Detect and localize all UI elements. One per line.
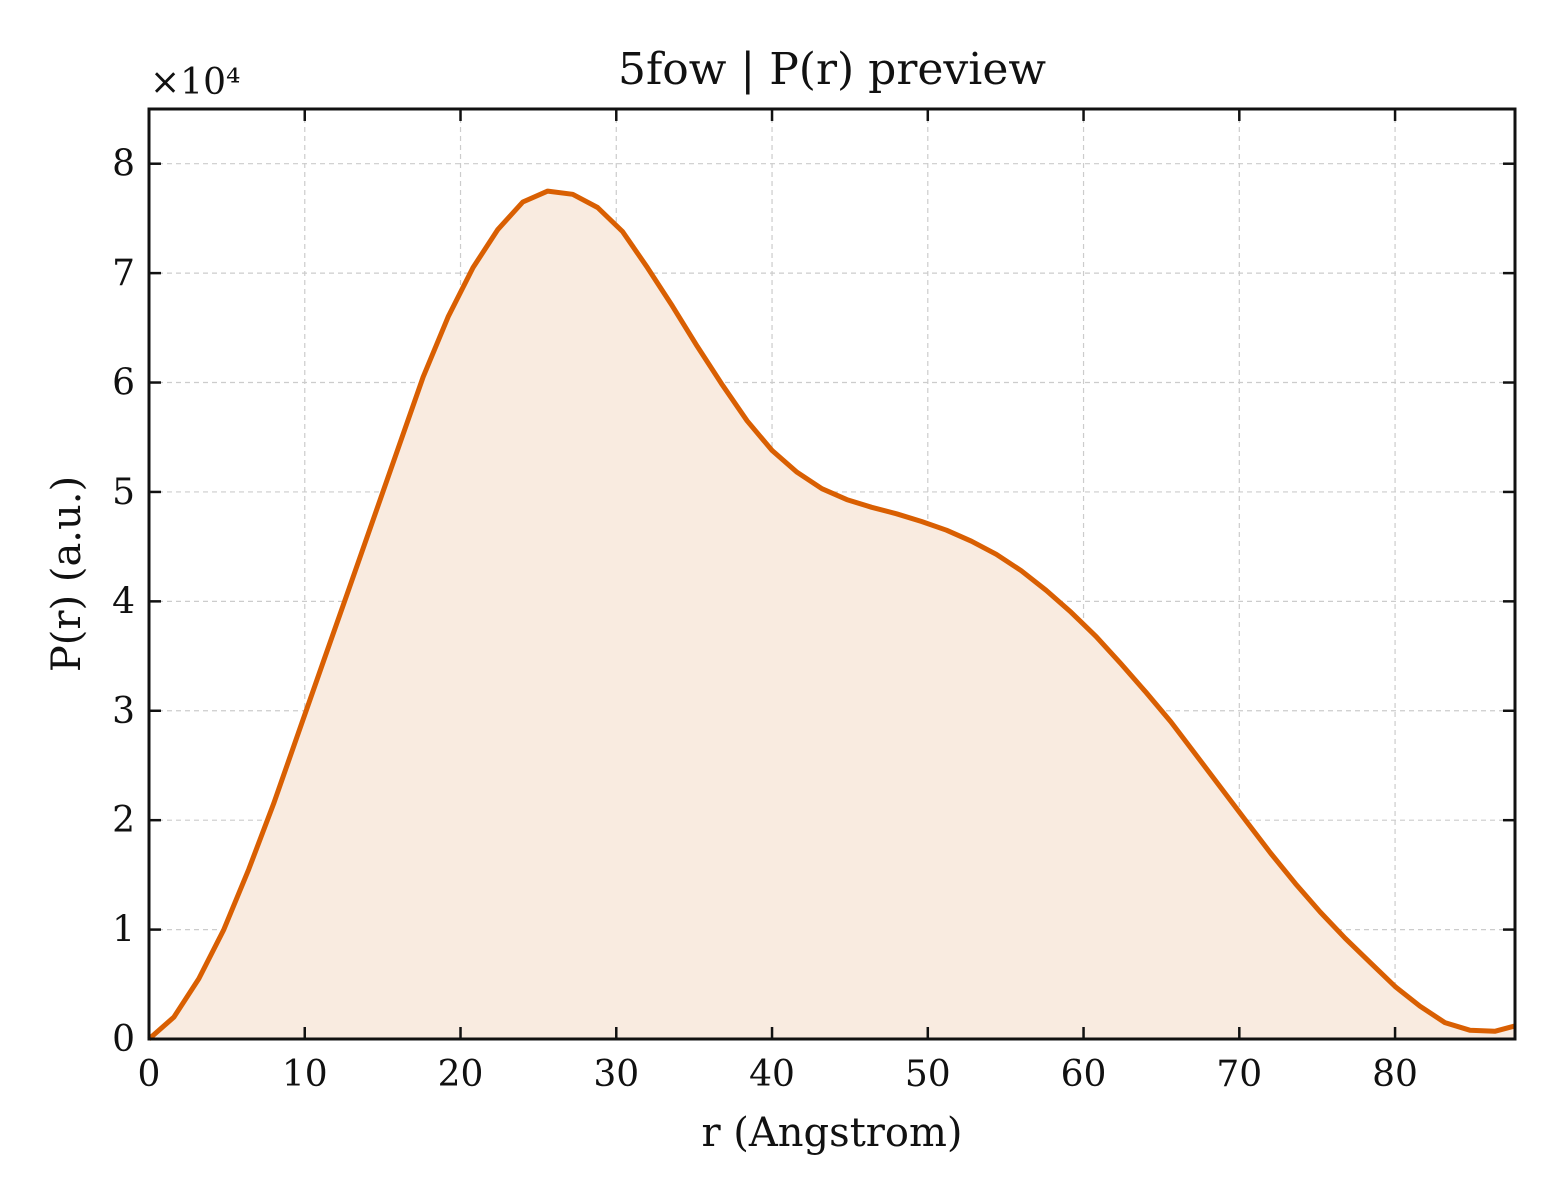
y-tick-label: 0 — [112, 1019, 135, 1060]
y-tick-label: 2 — [112, 800, 135, 841]
y-tick-label: 5 — [112, 472, 135, 513]
x-tick-label: 0 — [138, 1054, 161, 1095]
chart-title: 5fow | P(r) preview — [618, 44, 1046, 95]
x-axis-label: r (Angstrom) — [701, 1110, 962, 1156]
y-tick-labels: 0 1 2 3 4 5 6 7 8 — [112, 144, 135, 1060]
y-tick-label: 3 — [112, 691, 135, 732]
x-tick-label: 30 — [593, 1054, 639, 1095]
y-tick-label: 6 — [112, 363, 135, 404]
y-tick-label: 4 — [112, 581, 135, 622]
y-tick-label: 7 — [112, 253, 135, 294]
x-tick-label: 80 — [1372, 1054, 1418, 1095]
y-tick-label: 1 — [112, 910, 135, 951]
x-tick-label: 20 — [438, 1054, 484, 1095]
series-line — [147, 188, 1516, 1041]
x-tick-label: 10 — [282, 1054, 328, 1095]
x-tick-labels: 0 10 20 30 40 50 60 70 80 — [138, 1054, 1418, 1095]
area-fill — [149, 191, 1515, 1040]
y-tick-label: 8 — [112, 144, 135, 185]
x-tick-label: 70 — [1216, 1054, 1262, 1095]
y-axis-label: P(r) (a.u.) — [44, 476, 90, 672]
y-multiplier-label: ×10⁴ — [150, 62, 240, 103]
plot-frame — [147, 107, 1517, 1041]
x-tick-label: 60 — [1061, 1054, 1107, 1095]
x-tick-label: 50 — [905, 1054, 951, 1095]
x-tick-label: 40 — [749, 1054, 795, 1095]
